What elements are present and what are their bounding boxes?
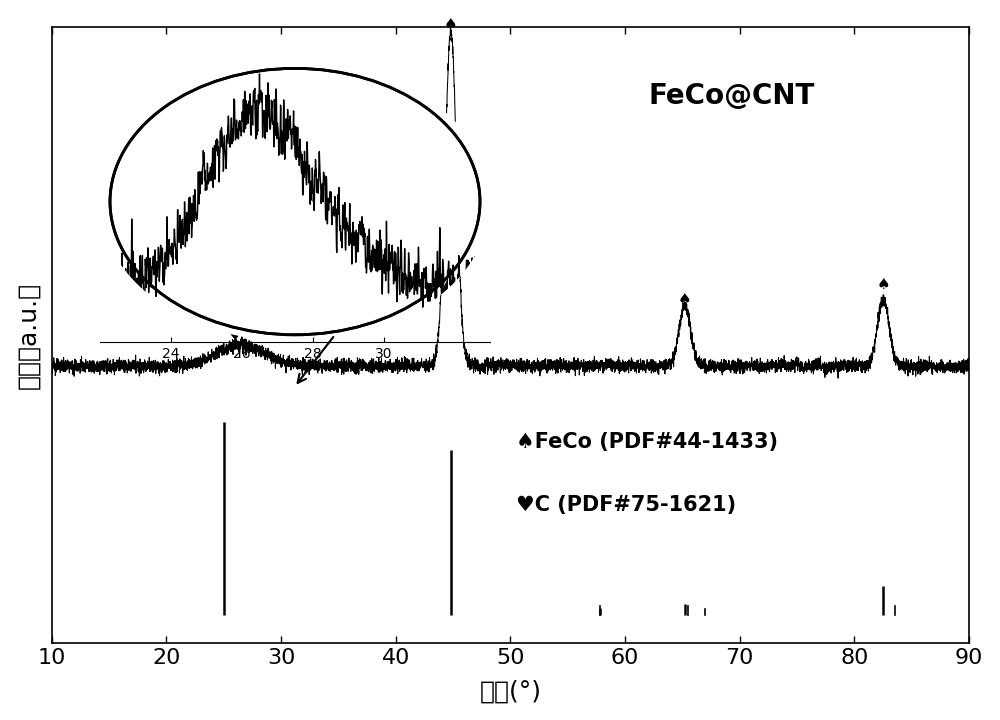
- Text: ♠: ♠: [876, 277, 890, 292]
- Text: FeCo@CNT: FeCo@CNT: [648, 82, 814, 110]
- Text: ♥: ♥: [229, 329, 242, 343]
- Text: ♥C (PDF#75-1621): ♥C (PDF#75-1621): [516, 495, 736, 515]
- Text: ♠FeCo (PDF#44-1433): ♠FeCo (PDF#44-1433): [516, 432, 778, 451]
- Text: ♠: ♠: [678, 292, 692, 307]
- Text: ♠: ♠: [444, 17, 458, 32]
- Y-axis label: 强度（a.u.）: 强度（a.u.）: [17, 282, 41, 389]
- Circle shape: [100, 61, 490, 342]
- X-axis label: 角度(°): 角度(°): [479, 680, 541, 703]
